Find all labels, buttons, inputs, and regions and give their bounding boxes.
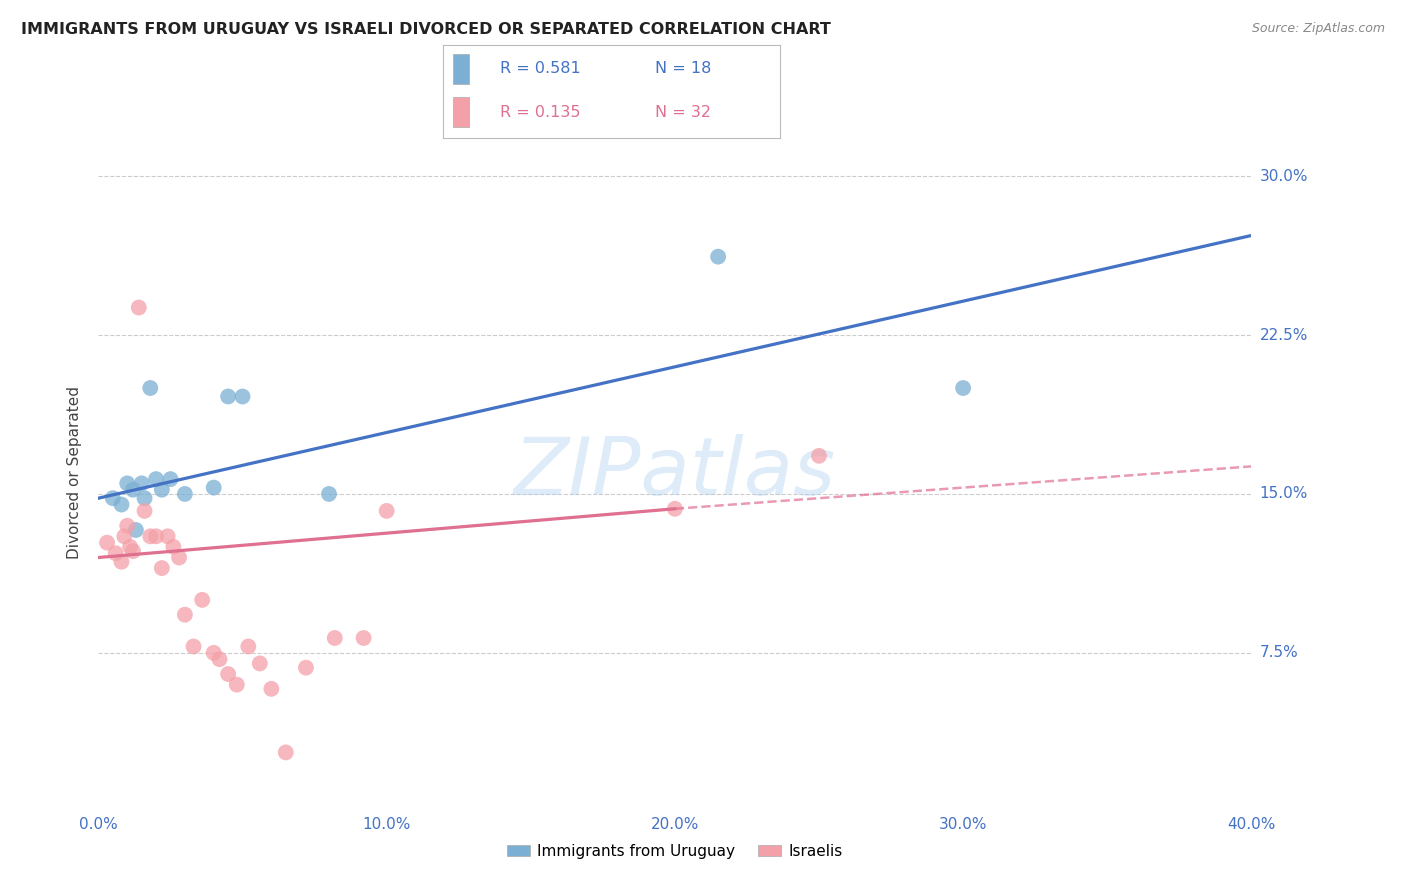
Point: [120, 540, 142, 554]
Point: [167, 550, 190, 565]
Point: [134, 504, 156, 518]
Text: R = 0.581: R = 0.581: [501, 62, 581, 77]
Text: 30.0%: 30.0%: [1260, 169, 1308, 184]
Point: [217, 389, 239, 403]
Point: [159, 472, 181, 486]
Point: [323, 631, 346, 645]
Point: [318, 487, 340, 501]
Legend: Immigrants from Uruguay, Israelis: Immigrants from Uruguay, Israelis: [501, 838, 849, 865]
Point: [217, 667, 239, 681]
Point: [707, 250, 730, 264]
Point: [117, 476, 138, 491]
Point: [156, 529, 179, 543]
Text: 7.5%: 7.5%: [1260, 645, 1298, 660]
Point: [104, 546, 127, 560]
Point: [202, 646, 225, 660]
Point: [110, 555, 132, 569]
Point: [145, 529, 167, 543]
Point: [225, 678, 247, 692]
Point: [807, 449, 830, 463]
Point: [353, 631, 375, 645]
Point: [150, 483, 173, 497]
Point: [162, 540, 184, 554]
Point: [112, 529, 135, 543]
Point: [208, 652, 231, 666]
Point: [260, 681, 283, 696]
Point: [191, 592, 214, 607]
Point: [139, 529, 162, 543]
Point: [664, 501, 686, 516]
Text: 22.5%: 22.5%: [1260, 327, 1308, 343]
Point: [183, 640, 205, 654]
Point: [274, 746, 297, 760]
Bar: [453, 97, 470, 127]
Point: [231, 389, 254, 403]
Text: N = 32: N = 32: [655, 104, 711, 120]
Text: ZIPatlas: ZIPatlas: [513, 434, 837, 512]
Text: IMMIGRANTS FROM URUGUAY VS ISRAELI DIVORCED OR SEPARATED CORRELATION CHART: IMMIGRANTS FROM URUGUAY VS ISRAELI DIVOR…: [21, 22, 831, 37]
Point: [150, 561, 173, 575]
Text: N = 18: N = 18: [655, 62, 711, 77]
Point: [128, 301, 150, 315]
Y-axis label: Divorced or Separated: Divorced or Separated: [67, 386, 83, 559]
Point: [375, 504, 398, 518]
Point: [125, 523, 148, 537]
Point: [101, 491, 124, 505]
Point: [117, 518, 138, 533]
Point: [139, 381, 162, 395]
Point: [295, 660, 318, 674]
Point: [249, 657, 271, 671]
Point: [110, 498, 132, 512]
Point: [145, 472, 167, 486]
Point: [134, 491, 156, 505]
Point: [174, 607, 197, 622]
Text: Source: ZipAtlas.com: Source: ZipAtlas.com: [1251, 22, 1385, 36]
Point: [202, 481, 225, 495]
Text: 15.0%: 15.0%: [1260, 486, 1308, 501]
Point: [174, 487, 197, 501]
Point: [122, 483, 145, 497]
Point: [122, 544, 145, 558]
Point: [952, 381, 974, 395]
Point: [131, 476, 153, 491]
Text: R = 0.135: R = 0.135: [501, 104, 581, 120]
Bar: [453, 54, 470, 84]
Point: [238, 640, 260, 654]
Point: [96, 535, 118, 549]
